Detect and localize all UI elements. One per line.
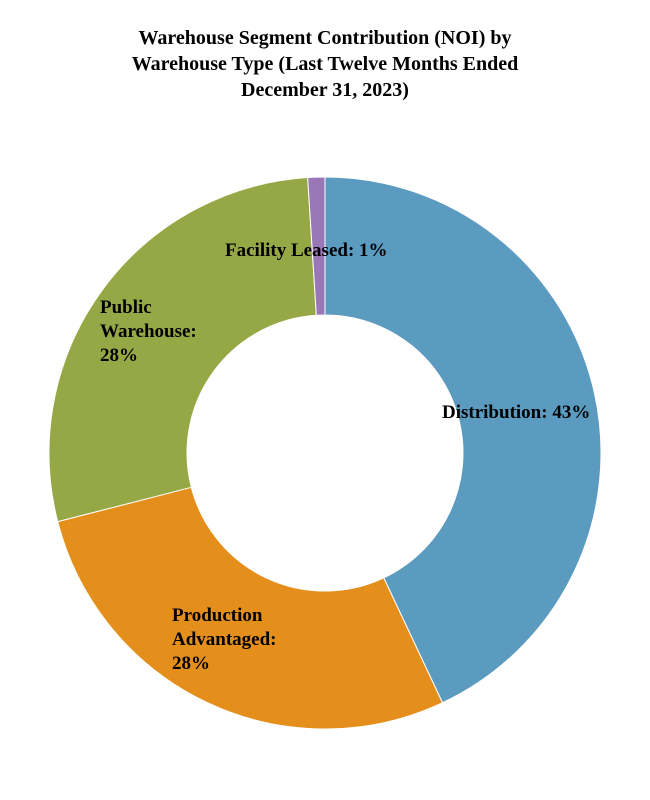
slice-label-line: Public (100, 297, 152, 318)
slice-label-line: Advantaged: (172, 629, 277, 650)
slice-label-line: 28% (172, 653, 210, 674)
slice-label-line: Facility Leased: 1% (225, 240, 388, 261)
slice-label-line: 28% (100, 345, 138, 366)
slice-facility-leased (307, 176, 326, 316)
slice-label-line: Warehouse: (100, 321, 197, 342)
slice-public-warehouse (48, 177, 317, 523)
chart-title-line-2: Warehouse Type (Last Twelve Months Ended (131, 53, 519, 75)
chart-title-line-3: December 31, 2023) (241, 79, 409, 101)
donut-labels: Distribution: 43% Production Advantaged: 28… (100, 240, 590, 674)
donut-slices (48, 176, 602, 730)
slice-label-distribution: Distribution: 43% (442, 402, 590, 423)
slice-label-production-advantaged: Production Advantaged: 28% (172, 605, 277, 674)
slice-label-line: Distribution: 43% (442, 402, 590, 423)
chart-title-line-1: Warehouse Segment Contribution (NOI) by (138, 27, 512, 49)
chart-title: Warehouse Segment Contribution (NOI) by … (75, 25, 575, 103)
slice-label-line: Production (172, 605, 263, 626)
slice-label-facility-leased: Facility Leased: 1% (225, 240, 388, 261)
slice-distribution (324, 176, 602, 704)
slice-production-advantaged (57, 486, 444, 730)
slice-label-public-warehouse: Public Warehouse: 28% (100, 297, 197, 366)
